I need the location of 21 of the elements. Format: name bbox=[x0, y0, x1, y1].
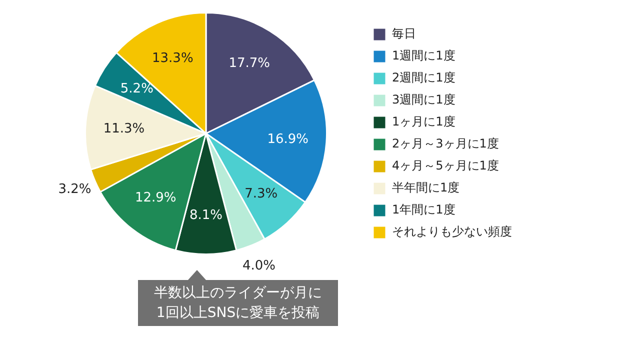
legend-label: 2週間に1度 bbox=[392, 70, 456, 85]
text: 半数以上のライダーが月に 1回以上SNSに愛車を投稿 bbox=[138, 280, 338, 326]
data-label: 3.2% bbox=[58, 182, 92, 198]
legend-label: 3週間に1度 bbox=[392, 92, 456, 107]
data-label: 8.1% bbox=[189, 208, 223, 223]
legend-label: 4ヶ月～5ヶ月に1度 bbox=[392, 158, 499, 173]
legend-label: 1週間に1度 bbox=[392, 48, 456, 63]
legend-label: 1ヶ月に1度 bbox=[392, 114, 456, 129]
legend-label: 2ヶ月～3ヶ月に1度 bbox=[392, 136, 499, 151]
data-label: 12.9% bbox=[134, 190, 176, 206]
data-label: 4.0% bbox=[242, 258, 276, 274]
legend-label: それよりも少ない頻度 bbox=[392, 224, 512, 239]
data-label: 11.3% bbox=[103, 122, 145, 137]
data-label: 7.3% bbox=[244, 186, 278, 202]
data-label: 17.7% bbox=[228, 56, 270, 72]
data-label: 16.9% bbox=[267, 132, 309, 147]
legend-label: 毎日 bbox=[392, 26, 416, 41]
legend-label: 1年間に1度 bbox=[392, 202, 456, 217]
legend-label: 半年間に1度 bbox=[392, 180, 460, 195]
data-label: 13.3% bbox=[152, 50, 194, 66]
data-label: 5.2% bbox=[120, 82, 154, 97]
